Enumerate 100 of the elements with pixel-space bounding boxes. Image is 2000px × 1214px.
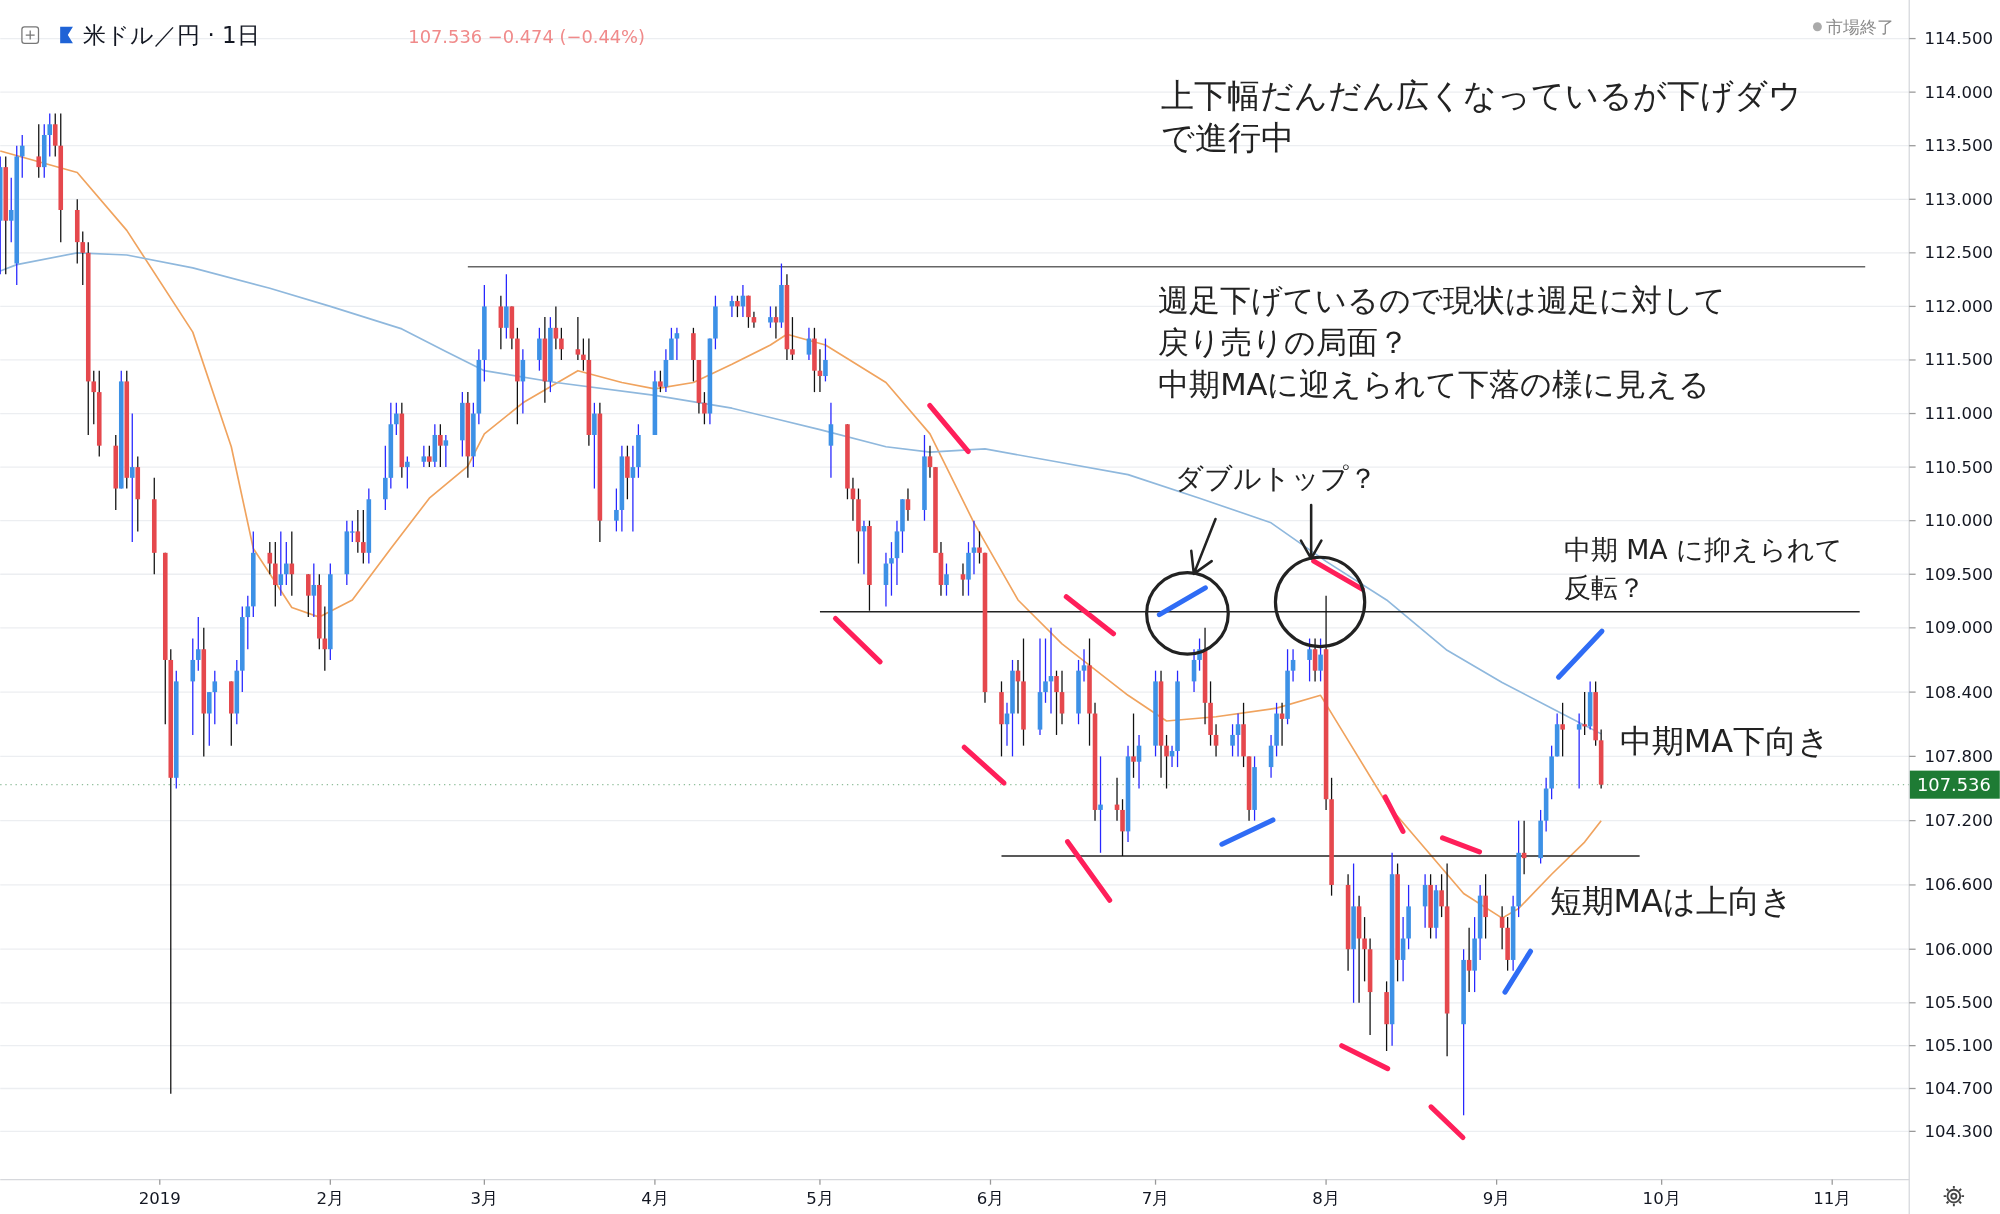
y-tick-label: 112.000 <box>1924 296 1994 316</box>
candlestick <box>273 541 278 608</box>
candlestick <box>427 445 432 468</box>
candlestick <box>625 445 630 500</box>
candlestick <box>405 455 410 490</box>
ref-line-label: 107.536 <box>1916 774 1991 796</box>
candlestick <box>889 541 894 597</box>
candlestick <box>592 402 597 490</box>
candlestick <box>206 691 212 747</box>
x-tick-label: 2019 <box>138 1189 181 1209</box>
candlestick <box>355 509 361 554</box>
candlestick <box>1235 712 1241 758</box>
candlestick <box>1439 873 1444 918</box>
candlestick <box>746 295 751 329</box>
candlestick <box>537 327 542 372</box>
candlestick <box>278 530 284 597</box>
y-tick-label: 110.000 <box>1924 511 1994 531</box>
candlestick <box>1230 723 1235 758</box>
y-tick-label: 114.500 <box>1924 29 1994 49</box>
annotation: 戻り売りの局面？ <box>1158 325 1410 361</box>
candlestick <box>1043 637 1048 704</box>
candlestick <box>1164 734 1169 790</box>
candlestick <box>311 562 317 618</box>
y-tick-label: 108.400 <box>1924 682 1994 702</box>
candlestick <box>498 295 504 350</box>
candlestick <box>36 123 42 179</box>
candlestick <box>768 305 773 329</box>
y-tick-label: 111.500 <box>1924 350 1994 370</box>
x-tick-label: 4月 <box>641 1189 669 1209</box>
candlestick <box>1499 905 1505 950</box>
candlestick <box>1213 723 1219 758</box>
candlestick <box>91 370 97 425</box>
y-tick-label: 114.000 <box>1924 82 1994 102</box>
x-tick-label: 9月 <box>1482 1189 1511 1209</box>
candlestick <box>52 112 58 158</box>
candlestick <box>674 327 680 361</box>
candlestick <box>1081 648 1087 683</box>
candlestick <box>1576 712 1582 790</box>
candlestick <box>1362 916 1367 983</box>
y-tick-label: 105.500 <box>1924 993 1994 1013</box>
y-tick-label: 107.200 <box>1924 811 1994 831</box>
y-tick-label: 113.000 <box>1924 189 1994 209</box>
x-tick-label: 7月 <box>1141 1189 1170 1209</box>
candlestick <box>212 670 218 725</box>
annotation: 市場終了 <box>1826 18 1895 38</box>
y-tick-label: 104.700 <box>1924 1079 1994 1098</box>
annotation: ダブルトップ？ <box>1174 462 1377 496</box>
candlestick <box>1290 648 1296 683</box>
annotation: 中期MA下向き <box>1619 722 1831 761</box>
candlestick <box>702 391 707 425</box>
candlestick <box>823 337 828 383</box>
candlestick <box>575 316 581 361</box>
candlestick <box>971 520 977 575</box>
candlestick <box>504 273 509 340</box>
candlestick <box>581 337 586 372</box>
candlestick <box>47 112 53 158</box>
annotation: 上下幅だんだん広くなっているが下げダウ <box>1160 76 1802 116</box>
y-tick-label: 104.300 <box>1924 1121 1994 1141</box>
annotation: 中期 MA に抑えられて <box>1563 533 1844 565</box>
x-tick-label: 5月 <box>806 1189 834 1209</box>
candlestick <box>1312 637 1318 683</box>
candlestick <box>559 327 564 361</box>
annotation: 反転？ <box>1563 571 1645 603</box>
candlestick <box>1054 670 1059 736</box>
candlestick <box>630 445 636 533</box>
candlestick <box>977 530 982 565</box>
candlestick <box>195 616 201 672</box>
x-tick-label: 2月 <box>316 1189 345 1209</box>
candlestick <box>245 595 251 650</box>
candlestick <box>828 402 834 479</box>
candlestick <box>80 230 86 286</box>
candlestick <box>944 562 949 597</box>
x-tick-label: 6月 <box>976 1189 1005 1209</box>
annotation: 週足下げているので現状は週足に対して <box>1158 283 1727 319</box>
candlestick <box>1560 702 1565 758</box>
candlestick <box>421 445 427 468</box>
candlestick <box>1318 637 1323 683</box>
annotation: 107.536 −0.474 (−0.44%) <box>408 26 646 48</box>
y-tick-label: 109.000 <box>1924 618 1994 638</box>
annotation: 中期MAに迎えられて下落の様に見える <box>1158 367 1711 403</box>
candlestick <box>284 541 289 586</box>
text: 米ドル／円 · 1日 <box>83 22 260 49</box>
candlestick <box>306 573 311 618</box>
x-tick-label: 10月 <box>1642 1189 1681 1209</box>
candlestick <box>905 487 911 522</box>
candlestick <box>669 327 674 361</box>
candlestick <box>19 134 25 179</box>
candlestick <box>1483 873 1488 940</box>
candlestick <box>1120 798 1125 857</box>
y-tick-label: 105.100 <box>1924 1036 1994 1056</box>
y-tick-label: 110.500 <box>1924 457 1994 477</box>
candlestick <box>1131 712 1136 779</box>
candlestick <box>438 423 443 468</box>
candlestick <box>614 487 619 533</box>
y-tick-label: 112.500 <box>1924 243 1994 263</box>
x-tick-label: 8月 <box>1312 1189 1340 1209</box>
y-tick-label: 106.600 <box>1924 875 1994 895</box>
y-tick-label: 107.800 <box>1924 746 1994 766</box>
candlestick <box>790 316 795 361</box>
y-tick-label: 111.000 <box>1924 404 1994 424</box>
